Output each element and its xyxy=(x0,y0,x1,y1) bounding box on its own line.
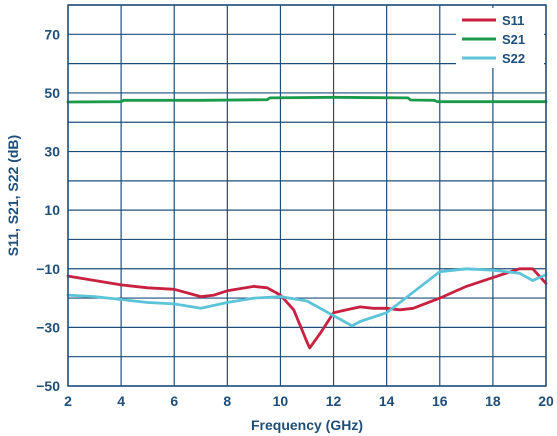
tick-labels: 2 4 6 8 10 12 14 16 18 20 70 50 30 10 −10 −30 −50 xyxy=(36,26,554,409)
x-tick-label: 10 xyxy=(273,393,289,409)
x-tick-label: 20 xyxy=(538,393,554,409)
legend-label: S22 xyxy=(502,51,525,66)
x-tick-label: 12 xyxy=(326,393,342,409)
y-tick-label: −50 xyxy=(36,378,60,394)
x-tick-label: 4 xyxy=(117,393,125,409)
y-tick-label: −10 xyxy=(36,261,60,277)
series-line-s21 xyxy=(66,95,548,104)
y-tick-label: 70 xyxy=(44,26,60,42)
x-tick-label: 6 xyxy=(170,393,178,409)
y-tick-label: 30 xyxy=(44,144,60,160)
x-tick-label: 18 xyxy=(485,393,501,409)
legend-label: S21 xyxy=(502,32,525,47)
legend-label: S11 xyxy=(502,13,524,28)
x-tick-label: 2 xyxy=(64,393,72,409)
x-tick-label: 16 xyxy=(432,393,448,409)
x-tick-label: 8 xyxy=(223,393,231,409)
plot-frame xyxy=(67,4,547,387)
y-tick-label: −30 xyxy=(36,319,60,335)
y-axis-title: S11, S21, S22 (dB) xyxy=(5,135,21,256)
x-axis-title: Frequency (GHz) xyxy=(251,417,363,433)
series-line-s11 xyxy=(66,267,548,350)
legend: S11 S21 S22 xyxy=(456,8,544,68)
series-group xyxy=(66,95,548,350)
series-line-s22 xyxy=(66,267,548,328)
y-tick-label: 10 xyxy=(44,202,60,218)
x-tick-label: 14 xyxy=(379,393,395,409)
y-tick-label: 50 xyxy=(44,85,60,101)
